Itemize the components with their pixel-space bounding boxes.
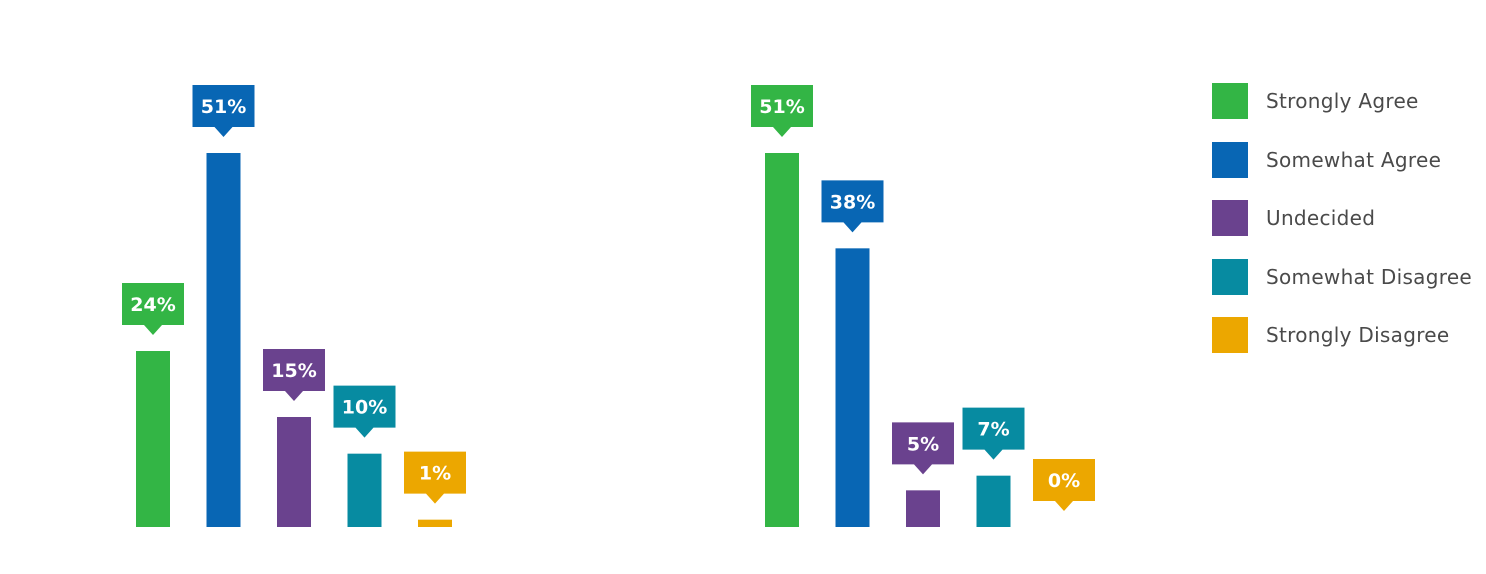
legend: Strongly Agree Somewhat Agree Undecided … (1212, 83, 1482, 376)
legend-swatch-somewhat-agree (1212, 141, 1248, 178)
legend-label-undecided: Undecided (1266, 206, 1376, 230)
value-callout-strongly-disagree (404, 451, 466, 504)
legend-item-undecided: Undecided (1212, 200, 1482, 236)
legend-swatch-strongly-agree (1212, 83, 1248, 119)
data-label-strongly-disagree: 0% (1048, 470, 1080, 492)
chart-right: 51% 38% 5% 7% 0% (751, 85, 1095, 528)
bar-undecided (906, 490, 940, 527)
value-callout-undecided (263, 349, 325, 401)
legend-item-somewhat-disagree: Somewhat Disagree (1212, 258, 1482, 295)
bar-somewhat-disagree (976, 475, 1011, 527)
value-callout-undecided (892, 422, 954, 475)
value-callout-somewhat-agree (821, 180, 884, 233)
bar-undecided (277, 417, 311, 527)
legend-item-somewhat-agree: Somewhat Agree (1212, 141, 1482, 178)
legend-item-strongly-disagree: Strongly Disagree (1212, 317, 1482, 353)
bar-strongly-disagree (418, 519, 452, 527)
data-label-somewhat-agree: 51% (201, 96, 246, 118)
data-label-somewhat-disagree: 10% (342, 397, 387, 419)
data-label-somewhat-agree: 38% (830, 191, 875, 213)
legend-label-strongly-disagree: Strongly Disagree (1266, 323, 1450, 347)
legend-label-somewhat-agree: Somewhat Agree (1266, 147, 1442, 172)
legend-item-strongly-agree: Strongly Agree (1212, 83, 1482, 119)
data-label-undecided: 5% (907, 433, 939, 455)
legend-label-strongly-agree: Strongly Agree (1266, 89, 1419, 113)
bar-strongly-agree (765, 153, 799, 527)
value-callout-strongly-agree (122, 283, 184, 335)
legend-swatch-undecided (1212, 200, 1248, 236)
bar-strongly-agree (136, 351, 170, 527)
data-label-undecided: 15% (271, 360, 316, 382)
chart-left: 24% 51% 15% 10% 1% (122, 85, 466, 527)
bar-somewhat-agree (206, 153, 241, 527)
value-callout-strongly-agree (751, 85, 813, 137)
value-callout-somewhat-disagree (333, 385, 396, 438)
value-callout-somewhat-agree (192, 85, 255, 137)
legend-swatch-strongly-disagree (1212, 317, 1248, 353)
bar-somewhat-disagree (347, 453, 382, 527)
data-label-strongly-disagree: 1% (419, 463, 451, 485)
data-label-strongly-agree: 24% (130, 294, 175, 316)
data-label-strongly-agree: 51% (759, 96, 804, 118)
value-callout-somewhat-disagree (962, 407, 1025, 460)
legend-swatch-somewhat-disagree (1212, 258, 1248, 295)
legend-label-somewhat-disagree: Somewhat Disagree (1266, 264, 1473, 289)
data-label-somewhat-disagree: 7% (977, 419, 1009, 441)
bar-somewhat-agree (835, 248, 870, 528)
value-callout-strongly-disagree (1033, 459, 1095, 511)
